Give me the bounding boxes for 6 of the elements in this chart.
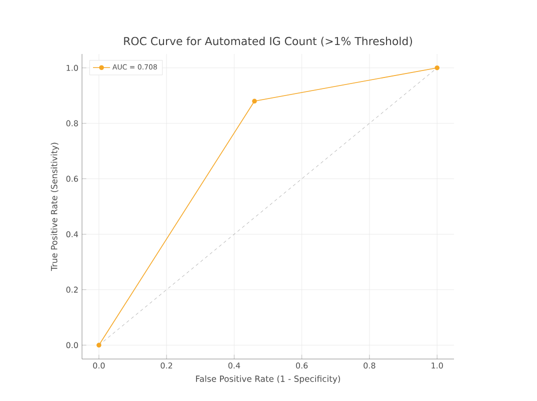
point [96,342,102,348]
chart-title: ROC Curve for Automated IG Count (>1% Threshold) [124,36,412,46]
point [434,65,440,70]
y-axis-title: True Positive Rate (Sensitivity) [50,142,59,271]
point [252,98,257,104]
x-axis-title: False Positive Rate (1 - Specificity) [196,375,340,384]
